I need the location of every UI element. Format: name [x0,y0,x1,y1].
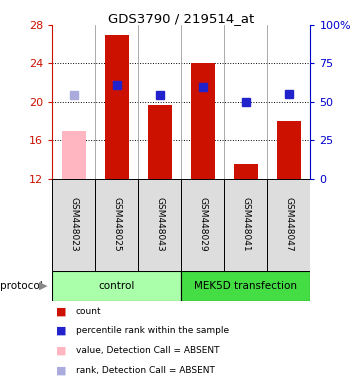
Text: GSM448029: GSM448029 [199,197,208,252]
Text: rank, Detection Call = ABSENT: rank, Detection Call = ABSENT [76,366,215,375]
Text: ■: ■ [56,306,66,316]
Text: protocol: protocol [0,281,43,291]
Text: GSM448047: GSM448047 [284,197,293,252]
Bar [181,179,225,271]
Bar [277,121,301,179]
Text: GSM448043: GSM448043 [155,197,164,252]
Text: GSM448041: GSM448041 [242,197,251,252]
Text: ■: ■ [56,365,66,375]
Bar [52,271,182,301]
Bar [138,179,181,271]
Text: ■: ■ [56,346,66,356]
Bar [62,131,86,179]
Text: percentile rank within the sample: percentile rank within the sample [76,326,229,336]
Text: ■: ■ [56,326,66,336]
Bar [191,63,215,179]
Text: value, Detection Call = ABSENT: value, Detection Call = ABSENT [76,346,219,355]
Text: count: count [76,307,101,316]
Text: ▶: ▶ [39,281,48,291]
Bar [234,164,258,179]
Text: MEK5D transfection: MEK5D transfection [195,281,297,291]
Bar [52,179,95,271]
Bar [225,179,268,271]
Text: GSM448023: GSM448023 [69,197,78,252]
Bar [105,35,129,179]
Bar [268,179,310,271]
Text: GSM448025: GSM448025 [112,197,121,252]
Bar [95,179,138,271]
Bar [181,271,310,301]
Title: GDS3790 / 219514_at: GDS3790 / 219514_at [108,12,255,25]
Text: control: control [99,281,135,291]
Bar [148,105,172,179]
